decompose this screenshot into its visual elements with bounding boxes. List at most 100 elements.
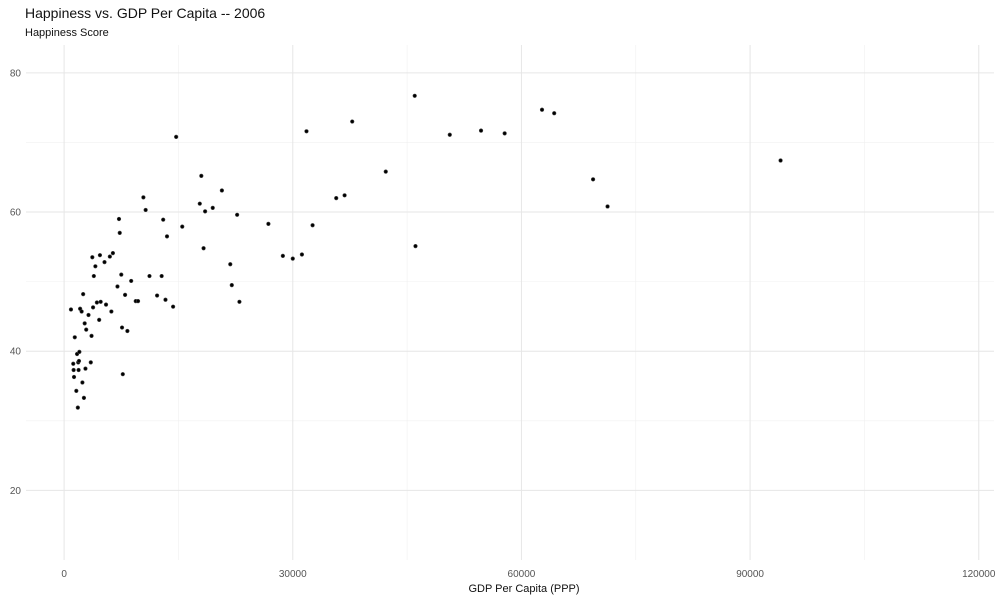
y-tick-label: 40 [10, 347, 22, 358]
data-point [605, 204, 610, 209]
data-point [97, 253, 103, 258]
data-point [201, 246, 206, 251]
data-point [552, 111, 557, 116]
data-point [266, 221, 271, 226]
data-point [219, 188, 224, 193]
data-point [80, 380, 85, 385]
data-point [412, 93, 417, 98]
y-tick-label: 80 [10, 68, 22, 79]
data-point [71, 367, 76, 373]
data-point [77, 349, 82, 355]
data-point [304, 129, 309, 134]
data-point [383, 169, 388, 174]
x-tick-label: 0 [61, 569, 67, 580]
data-point [83, 366, 88, 371]
data-point [117, 230, 122, 236]
data-point [237, 299, 242, 304]
y-axis-ticks: 20 40 60 80 [10, 68, 22, 497]
chart-title: Happiness vs. GDP Per Capita -- 2006 [25, 5, 266, 21]
data-point [280, 253, 285, 258]
data-points [68, 93, 783, 410]
grid-lines [26, 45, 994, 560]
data-point [91, 273, 96, 279]
data-point [310, 223, 315, 228]
data-point [135, 299, 141, 304]
data-point [147, 273, 152, 279]
data-point [103, 302, 109, 307]
data-point [778, 158, 783, 163]
data-point [342, 193, 347, 198]
data-point [197, 201, 202, 206]
data-point [334, 196, 339, 201]
x-tick-label: 30000 [279, 569, 307, 580]
data-point [203, 209, 208, 214]
data-point [171, 304, 176, 309]
data-point [97, 317, 102, 322]
data-point [102, 260, 107, 265]
data-point [129, 278, 134, 284]
data-point [159, 273, 164, 279]
data-point [90, 305, 96, 310]
data-point [86, 312, 91, 318]
data-point [76, 367, 81, 373]
x-tick-label: 60000 [508, 569, 536, 580]
data-point [76, 358, 82, 364]
data-point [539, 107, 545, 112]
x-axis-ticks: 0 30000 60000 90000 120000 [61, 569, 996, 580]
data-point [75, 405, 80, 410]
y-tick-label: 20 [10, 486, 22, 497]
data-point [164, 234, 170, 239]
data-point [180, 224, 185, 229]
data-point [154, 293, 160, 298]
data-point [163, 297, 168, 302]
data-point [74, 388, 79, 393]
data-point [299, 252, 305, 257]
data-point [94, 300, 99, 305]
x-tick-label: 90000 [736, 569, 764, 580]
data-point [88, 360, 93, 365]
data-point [125, 328, 130, 334]
data-point [115, 284, 120, 289]
x-tick-label: 120000 [962, 569, 996, 580]
data-point [107, 254, 112, 259]
data-point [81, 395, 87, 400]
data-point [122, 292, 128, 297]
data-point [119, 325, 125, 330]
data-point [229, 283, 234, 288]
data-point [290, 256, 295, 261]
data-point [98, 299, 103, 304]
data-point [120, 372, 125, 377]
data-point [71, 374, 77, 380]
x-axis-title: GDP Per Capita (PPP) [468, 583, 579, 595]
data-point [109, 309, 114, 314]
data-point [350, 119, 355, 124]
data-point [478, 128, 484, 133]
data-point [90, 255, 95, 260]
data-point [141, 195, 146, 200]
chart-subtitle: Happiness Score [25, 27, 109, 39]
y-tick-label: 60 [10, 208, 22, 219]
data-point [119, 272, 124, 277]
data-point [161, 217, 166, 222]
data-point [413, 244, 418, 249]
data-point [68, 307, 74, 312]
data-point [174, 134, 179, 139]
data-point [89, 333, 94, 339]
data-point [199, 173, 204, 178]
data-point [71, 361, 76, 366]
data-point [235, 212, 240, 217]
data-point [84, 327, 89, 332]
data-point [116, 216, 122, 222]
data-point [110, 250, 115, 256]
data-point [447, 132, 452, 137]
data-point [72, 335, 77, 340]
data-point [81, 292, 86, 297]
data-point [210, 205, 215, 210]
data-point [93, 264, 98, 269]
data-point [228, 262, 233, 267]
data-point [82, 321, 87, 326]
data-point [502, 131, 507, 136]
data-point [143, 207, 148, 213]
data-point [79, 309, 84, 314]
